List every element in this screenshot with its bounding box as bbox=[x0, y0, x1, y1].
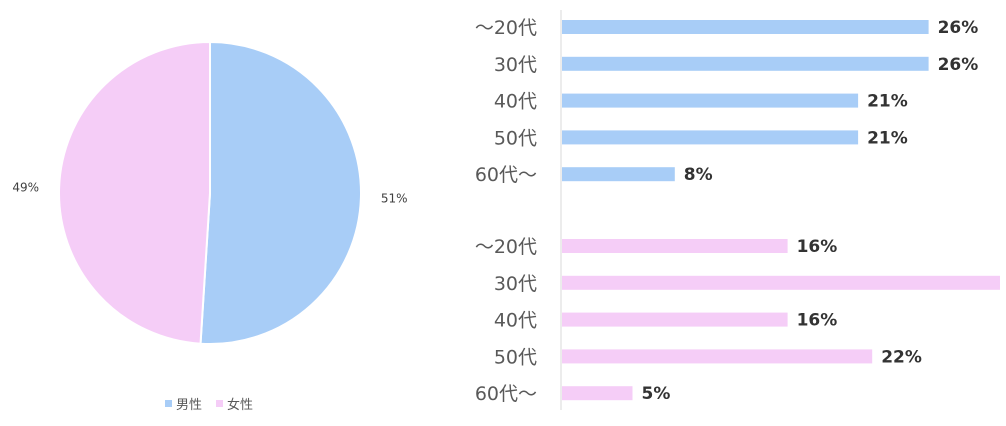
bar-category-female-2: 40代 bbox=[494, 310, 537, 332]
bar-female-2 bbox=[562, 312, 788, 327]
legend-swatch-male bbox=[165, 400, 172, 407]
bar-category-female-4: 60代〜 bbox=[475, 383, 537, 405]
bar-female-1 bbox=[562, 275, 1000, 290]
pie-legend: 男性 女性 bbox=[165, 394, 253, 413]
bar-category-female-1: 30代 bbox=[494, 273, 537, 295]
bar-value-female-0: 16% bbox=[797, 237, 838, 257]
bar-category-female-3: 50代 bbox=[494, 346, 537, 368]
bar-female-0 bbox=[562, 239, 788, 253]
bar-value-male-3: 21% bbox=[867, 128, 908, 148]
bar-male-3 bbox=[562, 130, 859, 145]
bar-male-2 bbox=[562, 93, 859, 108]
bar-value-female-3: 22% bbox=[881, 347, 922, 367]
bar-female-3 bbox=[562, 349, 873, 364]
bar-male-0 bbox=[562, 20, 929, 34]
bar-category-male-3: 50代 bbox=[494, 127, 537, 149]
legend-swatch-female bbox=[216, 400, 224, 407]
bar-female-4 bbox=[562, 386, 633, 401]
bar-value-male-4: 8% bbox=[684, 165, 713, 185]
bar-value-female-4: 5% bbox=[642, 384, 671, 404]
age-bar-charts: 〜20代 26% 30代 26% 40代 21% 50代 21% 60代〜 8% 〜20代 16% 30… bbox=[475, 10, 1000, 410]
bar-value-male-0: 26% bbox=[938, 18, 979, 38]
bar-category-male-4: 60代〜 bbox=[475, 164, 537, 186]
bar-male-1 bbox=[562, 56, 929, 71]
legend-item-female: 女性 bbox=[216, 394, 253, 413]
bar-value-male-1: 26% bbox=[938, 55, 979, 75]
bar-category-male-1: 30代 bbox=[494, 54, 537, 76]
pie-slice-female bbox=[58, 40, 211, 345]
gender-pie-chart: 51% 49% bbox=[12, 40, 408, 345]
pie-slice-male bbox=[199, 40, 362, 345]
bar-category-male-2: 40代 bbox=[494, 91, 537, 113]
bar-value-female-2: 16% bbox=[797, 311, 838, 331]
bar-category-female-0: 〜20代 bbox=[475, 236, 537, 258]
legend-label-female: 女性 bbox=[227, 398, 254, 413]
bar-male-4 bbox=[562, 167, 675, 182]
pie-label-male: 51% bbox=[381, 191, 408, 205]
bar-value-male-2: 21% bbox=[867, 92, 908, 112]
legend-label-male: 男性 bbox=[176, 398, 203, 413]
legend-item-male: 男性 bbox=[165, 394, 202, 413]
bar-category-male-0: 〜20代 bbox=[475, 17, 537, 39]
pie-label-female: 49% bbox=[12, 181, 39, 195]
